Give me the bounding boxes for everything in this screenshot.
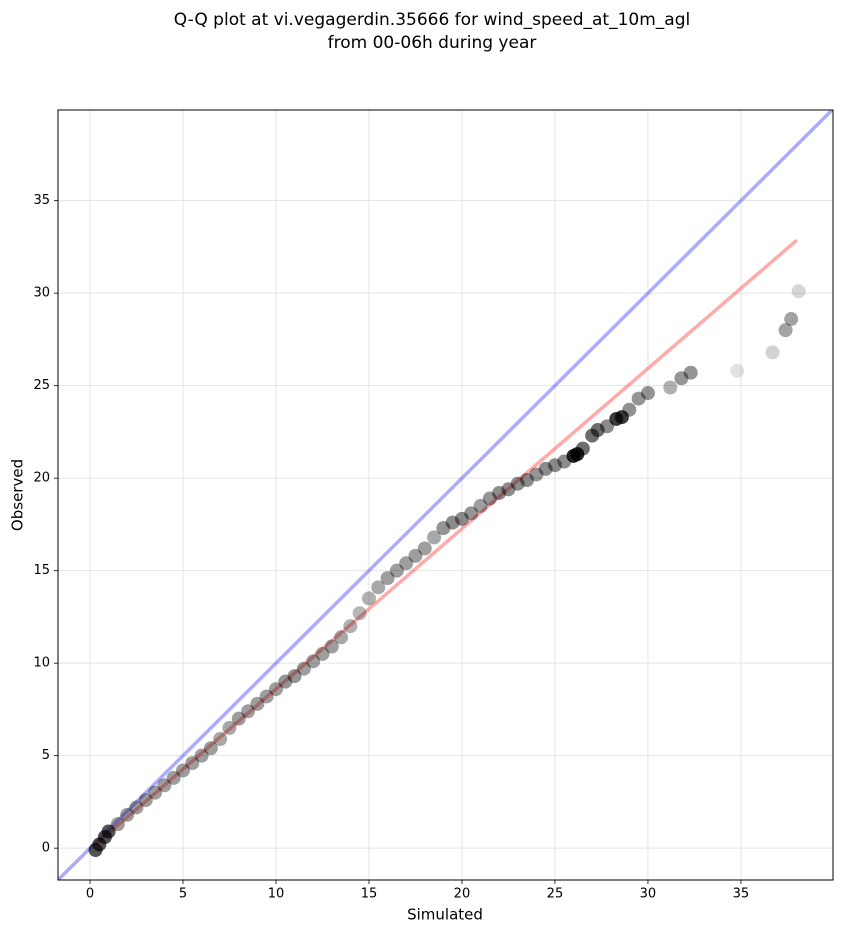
- chart-subtitle: from 00-06h during year: [328, 33, 537, 53]
- point: [473, 498, 488, 513]
- point: [343, 619, 358, 634]
- point: [538, 461, 553, 476]
- reference-line: [58, 110, 833, 880]
- x-tick-label: 5: [179, 887, 187, 902]
- point: [510, 476, 525, 491]
- point: [408, 548, 423, 563]
- point: [575, 441, 590, 456]
- point: [241, 704, 256, 719]
- x-tick-label: 30: [640, 887, 657, 902]
- point: [287, 669, 302, 684]
- plot-frame: [57, 109, 834, 881]
- y-tick-label: 30: [33, 286, 50, 301]
- point: [674, 371, 689, 386]
- x-tick-label: 35: [733, 887, 750, 902]
- point: [417, 541, 432, 556]
- point: [765, 345, 780, 360]
- point: [380, 571, 395, 586]
- point: [361, 591, 376, 606]
- y-tick-label: 15: [33, 563, 50, 578]
- y-axis-label: Observed: [9, 459, 27, 531]
- point: [547, 458, 562, 473]
- y-tick-label: 20: [33, 471, 50, 486]
- point: [315, 646, 330, 661]
- axes: 0 5 10 15 20 25 30 35 0 5 10 15 20 25 30 35: [33, 193, 749, 901]
- point: [324, 639, 339, 654]
- point: [148, 785, 163, 800]
- point: [683, 365, 698, 380]
- y-tick-label: 35: [33, 193, 50, 208]
- x-tick-label: 15: [361, 887, 378, 902]
- point: [138, 793, 153, 808]
- point: [157, 778, 172, 793]
- point: [120, 807, 135, 822]
- point: [110, 817, 125, 832]
- point: [231, 711, 246, 726]
- point: [371, 580, 386, 595]
- point: [492, 485, 507, 500]
- point: [631, 391, 646, 406]
- x-tick-label: 25: [547, 887, 564, 902]
- point: [352, 606, 367, 621]
- point: [520, 473, 535, 488]
- point: [663, 380, 678, 395]
- y-tick-label: 10: [33, 656, 50, 671]
- point: [213, 732, 228, 747]
- point: [129, 800, 144, 815]
- point: [259, 689, 274, 704]
- x-tick-label: 10: [268, 887, 285, 902]
- reference-line: [94, 238, 798, 846]
- point: [194, 748, 209, 763]
- point: [464, 506, 479, 521]
- y-tick-label: 5: [42, 748, 50, 763]
- x-tick-label: 0: [86, 887, 94, 902]
- point: [166, 770, 181, 785]
- point: [334, 630, 349, 645]
- point: [778, 323, 793, 338]
- point: [399, 556, 414, 571]
- point: [185, 756, 200, 771]
- point: [614, 410, 629, 425]
- point: [222, 720, 237, 735]
- point: [590, 423, 605, 438]
- y-tick-label: 0: [42, 841, 50, 856]
- point: [203, 741, 218, 756]
- point: [389, 563, 404, 578]
- point: [250, 696, 265, 711]
- point: [454, 511, 469, 526]
- point: [482, 491, 497, 506]
- point: [791, 284, 806, 299]
- point: [268, 682, 283, 697]
- point: [278, 674, 293, 689]
- chart-title: Q-Q plot at vi.vegagerdin.35666 for wind…: [174, 10, 690, 30]
- point: [101, 824, 116, 839]
- point: [445, 515, 460, 530]
- point: [730, 363, 745, 378]
- y-tick-label: 25: [33, 378, 50, 393]
- point: [529, 467, 544, 482]
- point: [640, 386, 655, 401]
- point: [436, 521, 451, 536]
- point: [296, 661, 311, 676]
- point: [427, 530, 442, 545]
- plot-area: [58, 110, 833, 880]
- point: [175, 763, 190, 778]
- x-axis-label: Simulated: [407, 906, 483, 924]
- point: [306, 654, 321, 669]
- point: [501, 482, 516, 497]
- x-tick-label: 20: [454, 887, 471, 902]
- point: [622, 402, 637, 417]
- point: [784, 312, 799, 327]
